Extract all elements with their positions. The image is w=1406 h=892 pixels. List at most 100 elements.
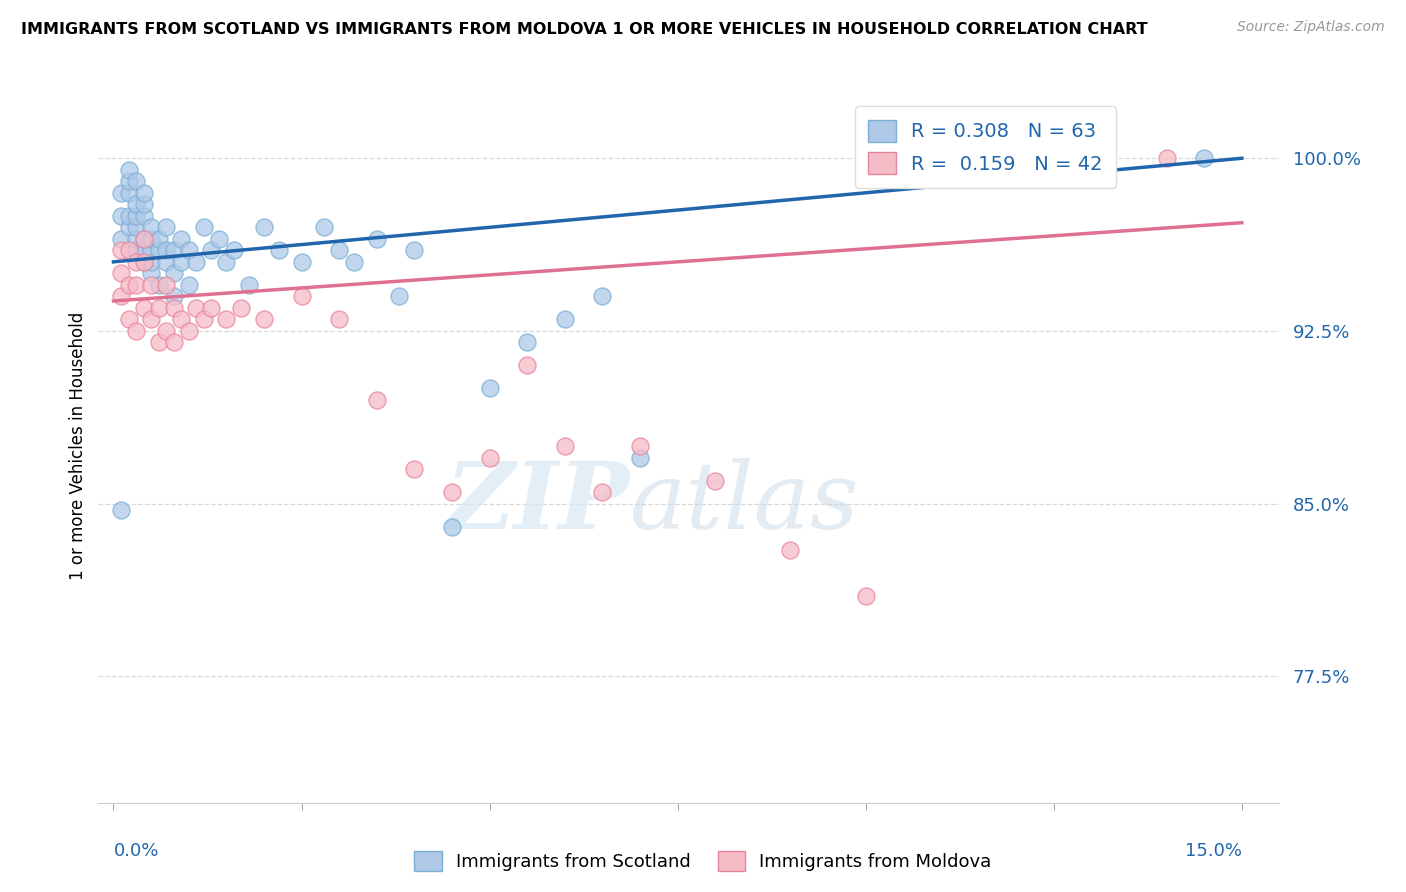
Text: IMMIGRANTS FROM SCOTLAND VS IMMIGRANTS FROM MOLDOVA 1 OR MORE VEHICLES IN HOUSEH: IMMIGRANTS FROM SCOTLAND VS IMMIGRANTS F… xyxy=(21,22,1147,37)
Point xyxy=(231,301,253,315)
Point xyxy=(125,244,148,258)
Y-axis label: 1 or more Vehicles in Household: 1 or more Vehicles in Household xyxy=(69,312,87,580)
Point xyxy=(170,312,193,326)
Point xyxy=(110,266,132,280)
Point xyxy=(132,301,155,315)
Point xyxy=(110,232,132,246)
Point xyxy=(238,277,260,292)
Point xyxy=(139,266,162,280)
Point xyxy=(139,312,162,326)
Point xyxy=(193,312,215,326)
Point xyxy=(155,277,177,292)
Legend: R = 0.308   N = 63, R =  0.159   N = 42: R = 0.308 N = 63, R = 0.159 N = 42 xyxy=(855,106,1116,188)
Point xyxy=(1156,151,1178,165)
Point xyxy=(125,324,148,338)
Point xyxy=(132,244,155,258)
Point xyxy=(117,162,139,177)
Point xyxy=(148,335,170,350)
Point xyxy=(139,255,162,269)
Point xyxy=(478,450,501,465)
Point xyxy=(139,232,162,246)
Point xyxy=(290,255,312,269)
Point xyxy=(200,301,222,315)
Point xyxy=(110,209,132,223)
Point xyxy=(186,301,208,315)
Point xyxy=(779,542,801,557)
Point xyxy=(516,335,538,350)
Point xyxy=(110,503,132,517)
Point xyxy=(591,289,613,303)
Point xyxy=(125,255,148,269)
Point xyxy=(148,232,170,246)
Point xyxy=(215,312,238,326)
Point xyxy=(117,186,139,200)
Point xyxy=(290,289,312,303)
Point xyxy=(139,244,162,258)
Point xyxy=(125,197,148,211)
Point xyxy=(155,244,177,258)
Point xyxy=(110,186,132,200)
Point xyxy=(343,255,366,269)
Point xyxy=(170,255,193,269)
Point xyxy=(132,197,155,211)
Point xyxy=(125,232,148,246)
Point xyxy=(132,186,155,200)
Point xyxy=(155,324,177,338)
Point xyxy=(132,255,155,269)
Point xyxy=(148,244,170,258)
Point xyxy=(628,450,651,465)
Point xyxy=(148,301,170,315)
Point xyxy=(170,232,193,246)
Point xyxy=(117,174,139,188)
Point xyxy=(366,392,388,407)
Point xyxy=(117,244,139,258)
Point xyxy=(516,359,538,373)
Point xyxy=(855,589,877,603)
Point xyxy=(554,312,576,326)
Point xyxy=(117,209,139,223)
Point xyxy=(200,244,222,258)
Point xyxy=(110,289,132,303)
Point xyxy=(139,220,162,235)
Point xyxy=(177,244,200,258)
Text: ZIP: ZIP xyxy=(446,458,630,548)
Point xyxy=(440,485,463,500)
Legend: Immigrants from Scotland, Immigrants from Moldova: Immigrants from Scotland, Immigrants fro… xyxy=(408,844,998,879)
Point xyxy=(253,312,276,326)
Point xyxy=(177,277,200,292)
Point xyxy=(478,381,501,395)
Point xyxy=(186,255,208,269)
Point xyxy=(139,277,162,292)
Point xyxy=(163,244,186,258)
Text: Source: ZipAtlas.com: Source: ZipAtlas.com xyxy=(1237,20,1385,34)
Point xyxy=(117,220,139,235)
Point xyxy=(117,312,139,326)
Point xyxy=(440,519,463,533)
Point xyxy=(366,232,388,246)
Point xyxy=(314,220,336,235)
Point xyxy=(328,312,350,326)
Point xyxy=(125,277,148,292)
Point xyxy=(554,439,576,453)
Point xyxy=(163,335,186,350)
Text: atlas: atlas xyxy=(630,458,859,548)
Point xyxy=(132,232,155,246)
Point xyxy=(132,209,155,223)
Point xyxy=(1192,151,1215,165)
Point xyxy=(193,220,215,235)
Point xyxy=(163,289,186,303)
Point xyxy=(132,255,155,269)
Text: 0.0%: 0.0% xyxy=(114,842,159,860)
Point xyxy=(155,255,177,269)
Point xyxy=(704,474,727,488)
Point xyxy=(125,220,148,235)
Point xyxy=(628,439,651,453)
Point xyxy=(117,277,139,292)
Point xyxy=(388,289,411,303)
Point xyxy=(267,244,290,258)
Point xyxy=(404,244,426,258)
Point xyxy=(163,301,186,315)
Point xyxy=(148,277,170,292)
Point xyxy=(328,244,350,258)
Point xyxy=(215,255,238,269)
